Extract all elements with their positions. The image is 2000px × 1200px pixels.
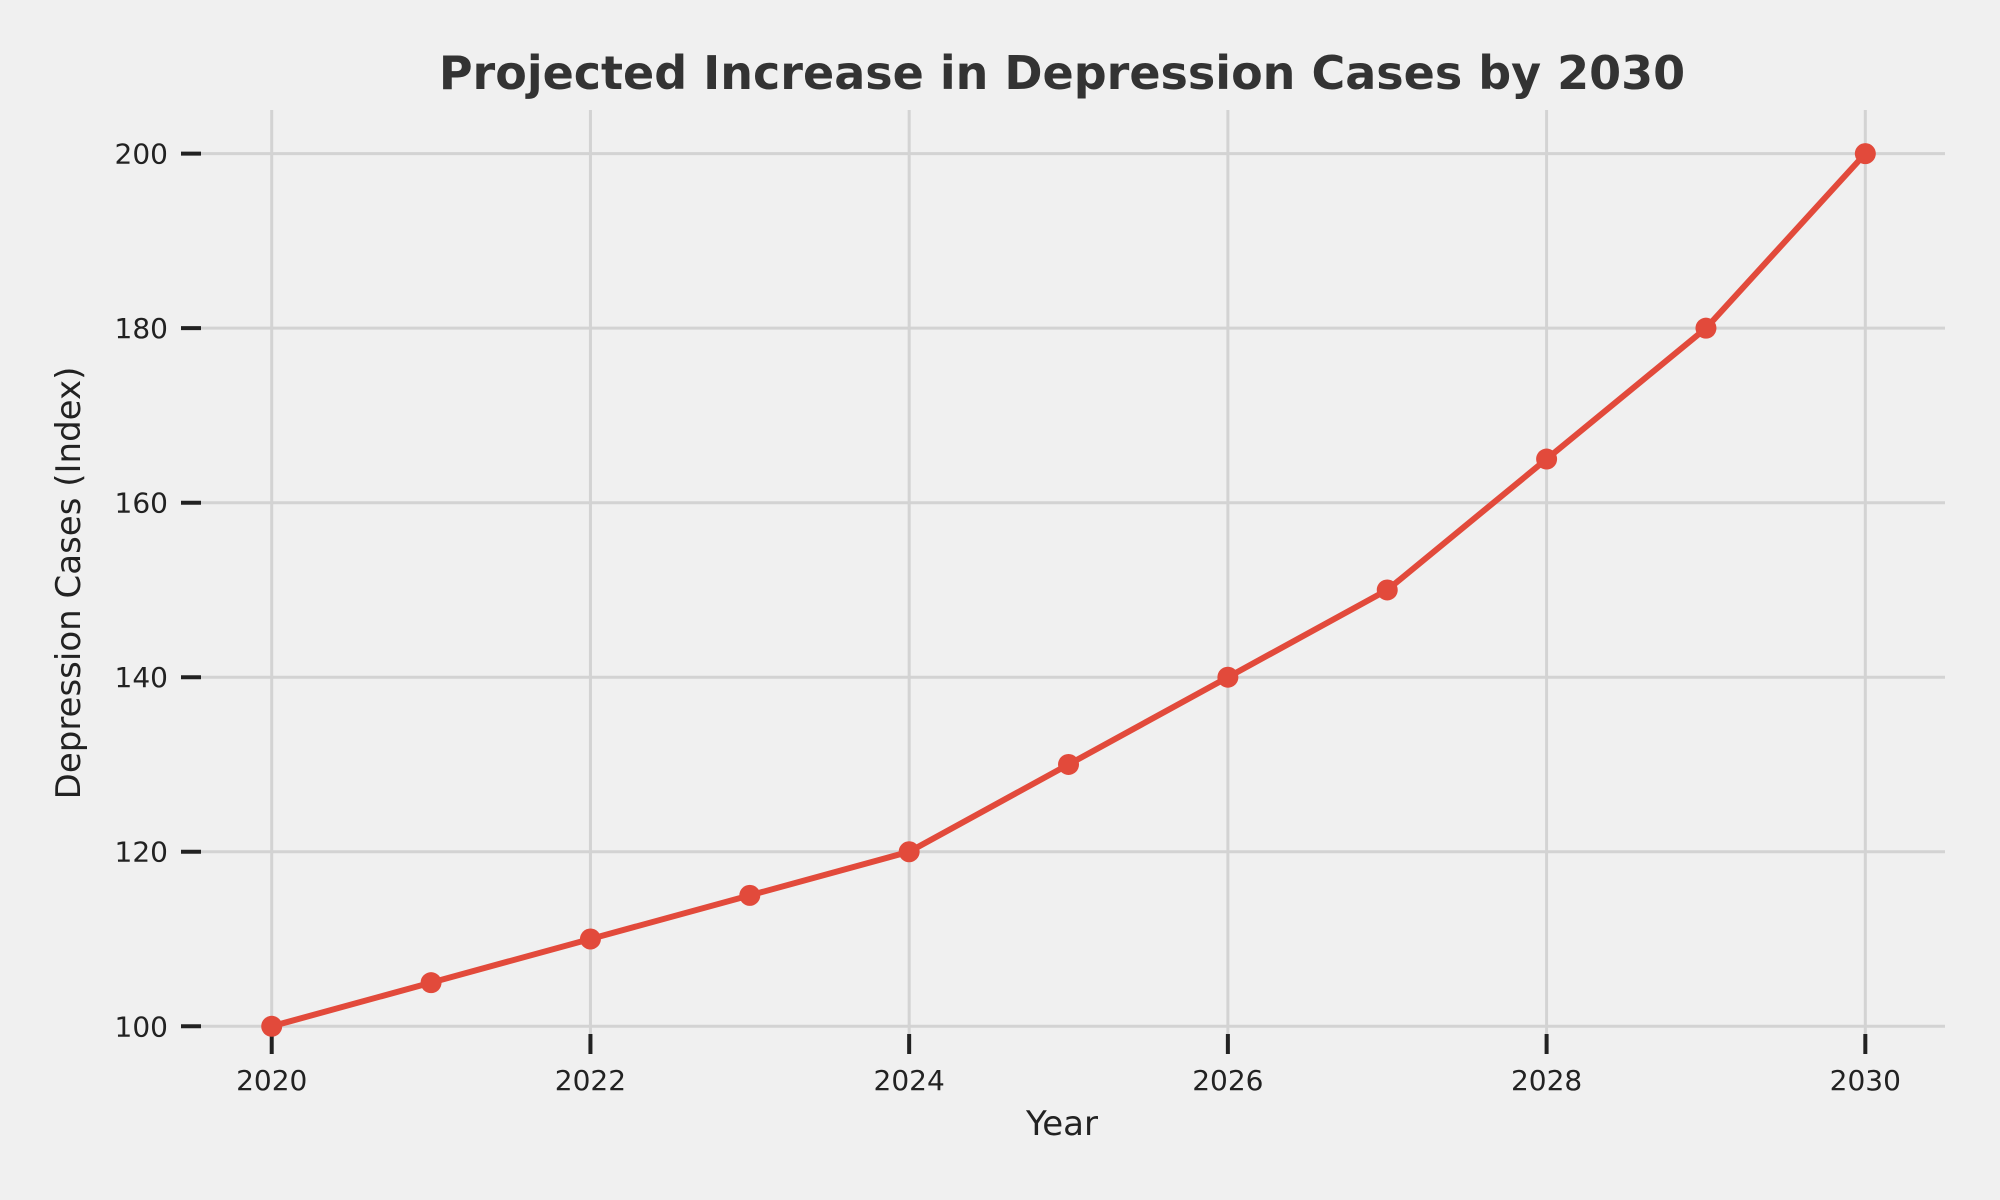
series-layer (268, 150, 1869, 1030)
data-point (898, 841, 920, 863)
y-tick-label: 140 (115, 661, 168, 694)
x-tick-label: 2030 (1830, 1064, 1901, 1097)
data-point (1695, 317, 1717, 339)
series-line (268, 150, 1869, 1030)
data-point (1217, 666, 1239, 688)
data-point (1854, 143, 1876, 165)
y-tick-label: 200 (115, 138, 168, 171)
x-tick-label: 2022 (555, 1064, 626, 1097)
grid (200, 110, 1945, 1035)
chart-title: Projected Increase in Depression Cases b… (439, 46, 1685, 100)
data-points (261, 143, 1876, 1037)
data-point (1536, 448, 1558, 470)
x-tick-label: 2026 (1192, 1064, 1263, 1097)
x-tick-label: 2024 (874, 1064, 945, 1097)
y-tick-label: 120 (115, 836, 168, 869)
data-point (1058, 753, 1080, 775)
y-axis-label: Depression Cases (Index) (49, 367, 89, 800)
y-tick-label: 100 (115, 1010, 168, 1043)
y-tick-label: 160 (115, 487, 168, 520)
data-point (739, 884, 761, 906)
x-tick-label: 2028 (1511, 1064, 1582, 1097)
data-point (1376, 579, 1398, 601)
x-axis-label: Year (1025, 1104, 1098, 1144)
axis-ticks: 100 120 140 160 180 200 2020 2022 2024 2026 2028 20… (115, 138, 1901, 1097)
data-point (579, 928, 601, 950)
x-tick-label: 2020 (236, 1064, 307, 1097)
y-tick-label: 180 (115, 312, 168, 345)
data-point (420, 972, 442, 994)
data-point (261, 1015, 283, 1037)
